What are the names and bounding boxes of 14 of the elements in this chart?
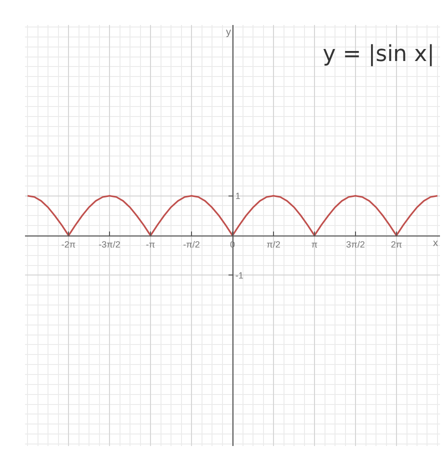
x-tick-label: 3π/2 (346, 239, 365, 250)
x-tick-label: -π (146, 239, 156, 250)
y-tick-label: -1 (235, 270, 244, 280)
y-tick-label: 1 (235, 190, 240, 201)
x-tick-label: π (311, 239, 318, 250)
x-tick-label: -2π (61, 239, 76, 250)
x-tick-label: 2π (390, 239, 402, 250)
y-axis-title: y (226, 27, 231, 38)
x-tick-label: π/2 (266, 239, 280, 250)
line-series (26, 194, 438, 236)
text: y = |sin x| (322, 42, 435, 67)
x-axis-title: x (433, 238, 438, 249)
x-tick-label: -π/2 (183, 239, 200, 250)
x-tick-label: -3π/2 (98, 239, 120, 250)
